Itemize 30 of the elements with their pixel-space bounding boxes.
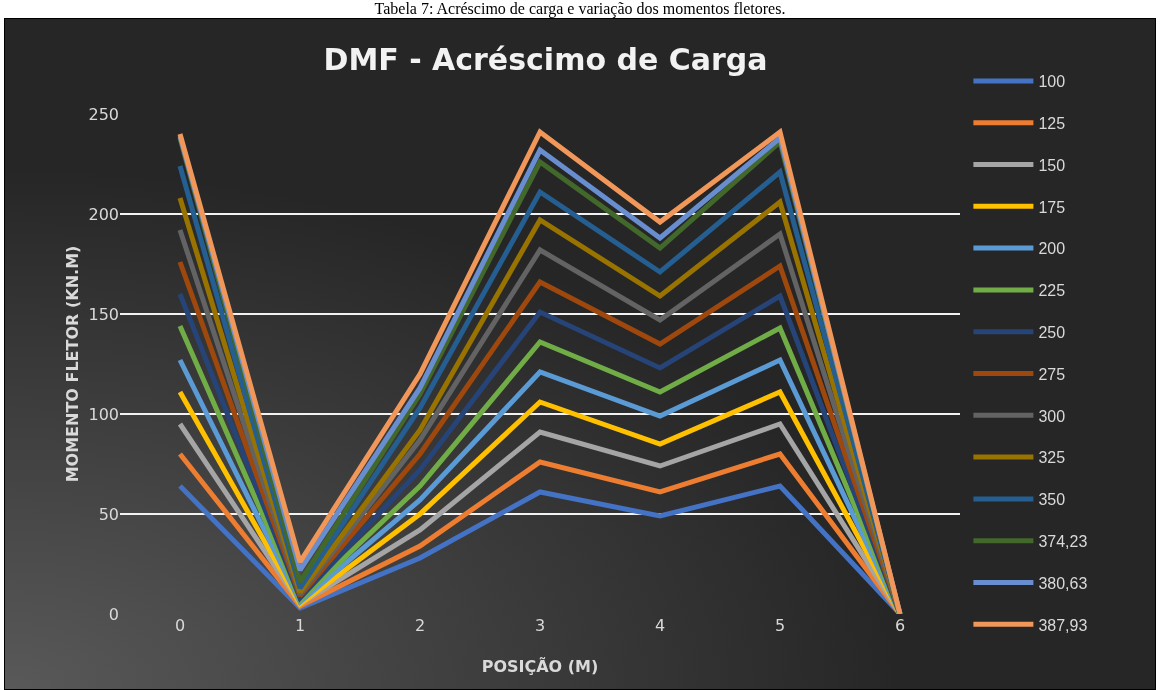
x-axis-title: POSIÇÃO (M) [481,657,599,676]
legend-label: 380,63 [1038,574,1088,592]
legend-label: 175 [1038,198,1066,216]
y-tick-label: 200 [88,204,119,224]
x-tick-label: 6 [894,616,906,635]
legend-label: 125 [1038,114,1066,132]
legend-label: 150 [1038,156,1066,174]
y-axis-title: MOMENTO FLETOR (KN.M) [63,245,82,483]
x-tick-label: 2 [414,616,426,635]
legend-label: 100 [1038,73,1066,91]
text: Tabela 7: Acréscimo de carga e variação dos momentos fletores. [373,0,787,18]
legend-label: 350 [1038,491,1066,509]
y-tick-label: 150 [88,304,119,324]
legend-label: 275 [1038,365,1066,383]
chart-title: DMF - Acréscimo de Carga [323,42,768,78]
legend-label: 387,93 [1038,616,1088,634]
legend-label: 250 [1038,323,1066,341]
x-tick-label: 4 [654,616,666,635]
legend-label: 325 [1038,449,1066,467]
x-tick-label: 1 [294,616,306,635]
x-tick-label: 3 [534,616,546,635]
legend-label: 225 [1038,282,1066,300]
y-tick-label: 250 [88,104,119,124]
legend-label: 200 [1038,240,1066,258]
legend-label: 374,23 [1038,532,1088,550]
y-tick-label: 100 [88,404,119,424]
x-tick-label: 5 [774,616,786,635]
y-tick-label: 50 [98,504,119,524]
legend-label: 300 [1038,407,1066,425]
x-tick-label: 0 [174,616,186,635]
